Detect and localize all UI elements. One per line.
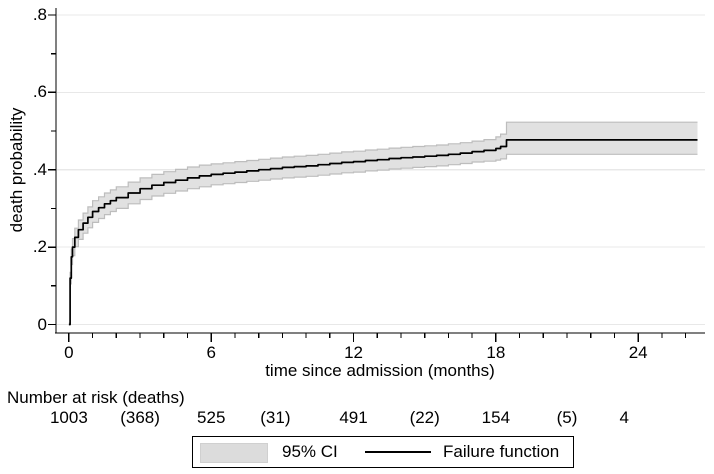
y-tick-label: .2: [32, 237, 47, 257]
risk-count: 525: [197, 408, 226, 427]
risk-count: 4: [619, 408, 629, 427]
risk-count: 491: [339, 408, 368, 427]
risk-count: 1003: [49, 408, 88, 427]
y-tick-label: .8: [32, 4, 47, 24]
failure-line-swatch: [365, 451, 431, 453]
x-tick-label: 12: [344, 343, 363, 362]
failure-curve: [68, 139, 698, 326]
x-tick-label: 18: [486, 343, 506, 362]
ci-band: [68, 122, 698, 325]
y-tick-label: .4: [32, 159, 47, 179]
ci-band-swatch: [200, 443, 268, 463]
y-tick-label: .6: [32, 82, 47, 102]
ci-upper-edge: [68, 121, 698, 324]
risk-count: 154: [481, 408, 511, 427]
legend-ci-label: 95% CI: [282, 442, 338, 461]
risk-deaths: (5): [556, 408, 578, 427]
x-axis-title: time since admission (months): [265, 361, 495, 380]
risk-deaths: (31): [260, 408, 291, 427]
x-tick-label: 6: [206, 343, 216, 362]
x-tick-label: 0: [64, 343, 74, 362]
ci-lower-edge: [68, 153, 698, 326]
risk-deaths: (22): [409, 408, 440, 427]
legend: 95% CI Failure function: [192, 436, 574, 468]
risk-deaths: (368): [120, 408, 160, 427]
x-tick-label: 24: [628, 343, 648, 362]
legend-failure-label: Failure function: [443, 442, 560, 461]
number-at-risk-label: Number at risk (deaths): [7, 388, 185, 407]
y-tick-label: 0: [37, 314, 47, 334]
